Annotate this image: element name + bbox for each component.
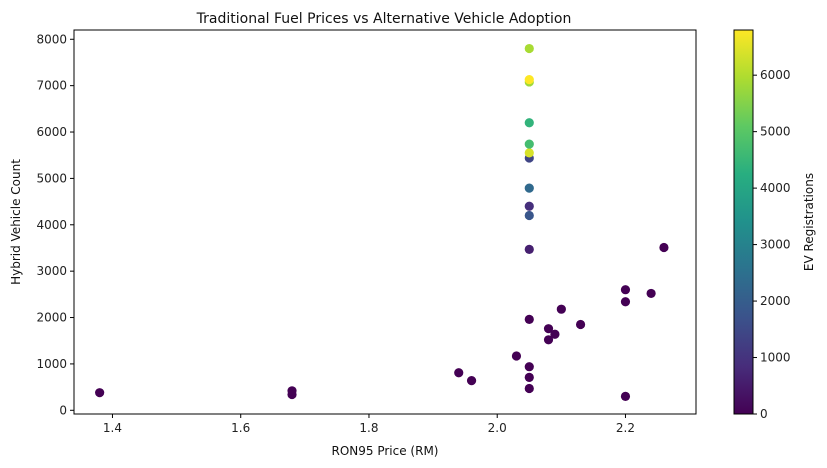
colorbar-tick-label: 0 [760,407,768,421]
y-tick-label: 7000 [36,79,67,93]
scatter-point [543,335,554,345]
chart-title: Traditional Fuel Prices vs Alternative V… [196,11,572,27]
x-tick-label: 1.4 [103,421,122,435]
y-tick-label: 1000 [36,357,67,371]
colorbar-tick-label: 5000 [760,125,791,139]
scatter-point [524,75,534,85]
scatter-point [550,329,560,339]
y-tick-label: 5000 [36,171,67,185]
colorbar-tick-label: 1000 [760,351,791,365]
y-tick-label: 8000 [36,32,67,46]
x-tick-label: 2.2 [616,421,635,435]
scatter-point [524,201,534,211]
x-axis-label: RON95 Price (RM) [332,444,439,458]
y-tick-label: 2000 [36,311,67,325]
colorbar-tick-label: 3000 [760,238,791,252]
plot-frame [73,29,697,415]
scatter-point [524,210,534,221]
scatter-point [620,391,631,401]
scatter-point [524,148,534,158]
colorbar-gradient [733,29,754,415]
scatter-point [620,297,631,307]
colorbar-tick-label: 6000 [760,68,791,82]
scatter-point [454,368,464,378]
plot-area [95,43,669,401]
scatter-point [524,314,534,324]
colorbar-tick-label: 4000 [760,181,791,195]
scatter-point [524,139,534,149]
y-tick-label: 0 [59,403,67,417]
colorbar-label: EV Registrations [802,173,816,271]
y-axis-label: Hybrid Vehicle Count [9,159,23,285]
scatter-point [575,319,586,330]
colorbar-tick-label: 2000 [760,294,791,308]
scatter-point [543,324,554,334]
x-tick-label: 1.8 [359,421,378,435]
y-tick-label: 4000 [36,218,67,232]
scatter-point [524,372,534,382]
y-axis: 0 1000 2000 3000 4000 5000 6000 7000 8000 [36,32,74,417]
x-axis: 1.4 1.6 1.8 2.0 2.2 [103,414,635,435]
scatter-point [524,362,534,372]
x-tick-label: 1.6 [231,421,250,435]
y-tick-label: 6000 [36,125,67,139]
scatter-point [524,118,534,128]
scatter-point [511,351,522,361]
scatter-point [620,285,631,295]
scatter-point [524,383,534,394]
scatter-point [524,244,534,254]
scatter-point [466,376,477,386]
y-tick-label: 3000 [36,264,67,278]
scatter-point [524,43,534,54]
scatter-point [556,304,566,314]
scatter-point [524,183,534,193]
colorbar: 0 1000 2000 3000 4000 5000 6000 EV Registratio… [733,29,816,421]
scatter-point [95,388,105,398]
x-tick-label: 2.0 [488,421,507,435]
scatter-point [646,288,656,299]
scatter-point [659,242,669,253]
scatter-point [287,386,297,396]
colorbar-ticks: 0 1000 2000 3000 4000 5000 6000 [753,68,791,421]
